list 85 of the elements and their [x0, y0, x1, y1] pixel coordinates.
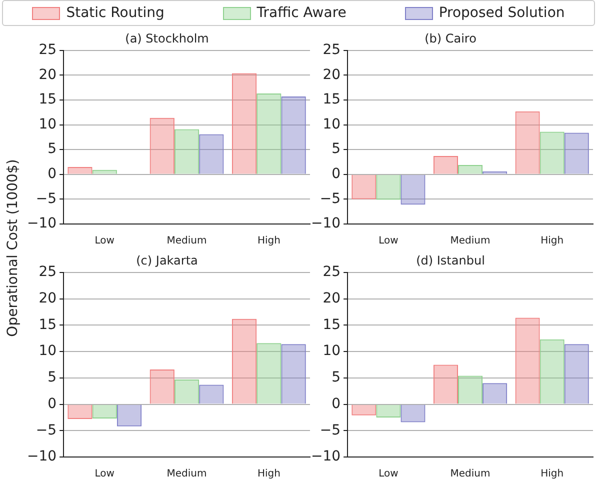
bar — [116, 404, 142, 426]
bar — [281, 96, 306, 174]
y-tick-label: 0 — [332, 396, 341, 412]
y-tick-label: 0 — [48, 166, 57, 182]
y-tick-label: 10 — [322, 116, 341, 132]
bar — [174, 129, 200, 174]
bar — [433, 364, 458, 404]
y-tick-label: 5 — [48, 370, 57, 386]
x-tick-label: Medium — [166, 236, 207, 247]
y-tick-label: 5 — [332, 370, 341, 386]
bar — [400, 174, 426, 205]
chart-title: (b) Cairo — [424, 31, 476, 46]
bar — [458, 376, 483, 404]
y-tick-label: −10 — [311, 216, 341, 232]
bar — [352, 174, 376, 200]
legend-label: Static Routing — [66, 5, 164, 21]
y-tick-label: 10 — [38, 343, 57, 360]
bar — [199, 134, 224, 174]
x-tick-label: High — [540, 236, 564, 247]
bar — [232, 318, 257, 404]
bar — [540, 132, 564, 174]
bar — [174, 379, 200, 404]
bar — [68, 404, 92, 420]
x-tick-label: Low — [94, 468, 114, 480]
y-tick-label: −10 — [27, 216, 57, 232]
legend-label: Proposed Solution — [438, 5, 565, 21]
y-tick-label: −5 — [36, 190, 57, 207]
bar — [540, 339, 564, 404]
x-tick-label: High — [257, 236, 280, 247]
bar — [515, 318, 540, 404]
bar — [232, 73, 257, 174]
bar — [199, 384, 224, 404]
bar — [352, 404, 376, 416]
y-tick-label: 20 — [38, 66, 57, 83]
bar — [515, 111, 540, 174]
bar — [482, 383, 508, 404]
y-tick-label: −5 — [320, 190, 341, 207]
x-tick-label: Medium — [450, 236, 490, 247]
y-tick-label: 5 — [48, 141, 57, 158]
chart-title: (c) Jakarta — [136, 253, 198, 268]
bar — [68, 166, 92, 174]
y-tick-label: −10 — [311, 448, 341, 465]
bar — [256, 343, 282, 404]
y-axis-title: Operational Cost (1000$) — [5, 158, 21, 339]
y-tick-label: 15 — [38, 92, 57, 108]
legend-label: Traffic Aware — [256, 5, 346, 21]
y-tick-label: 10 — [38, 116, 57, 132]
y-tick-label: 20 — [322, 66, 341, 83]
bar — [564, 132, 589, 174]
y-tick-label: 5 — [332, 141, 341, 158]
bar — [281, 344, 306, 404]
bar — [458, 164, 483, 174]
bar — [150, 118, 174, 174]
chart-title: (a) Stockholm — [125, 31, 209, 46]
bar — [433, 156, 458, 174]
y-tick-label: 25 — [38, 42, 57, 58]
bar — [400, 404, 426, 422]
y-tick-label: 20 — [322, 290, 341, 306]
x-tick-label: Low — [94, 236, 114, 247]
y-tick-label: 25 — [38, 264, 57, 280]
x-tick-label: High — [540, 468, 564, 480]
bar — [150, 369, 174, 404]
y-tick-label: 0 — [48, 396, 57, 412]
bar — [92, 404, 117, 418]
x-tick-label: Medium — [450, 468, 490, 480]
y-tick-label: 15 — [322, 316, 341, 333]
x-tick-label: Medium — [166, 468, 207, 480]
bar — [376, 174, 401, 200]
y-tick-label: 20 — [38, 290, 57, 306]
chart-title: (d) Istanbul — [416, 253, 485, 268]
bar — [256, 94, 282, 174]
x-tick-label: Low — [378, 236, 398, 247]
y-tick-label: 0 — [332, 166, 341, 182]
y-tick-label: −5 — [36, 422, 57, 438]
bar — [376, 404, 401, 418]
y-tick-label: 25 — [322, 264, 341, 280]
y-tick-label: 25 — [322, 42, 341, 58]
y-tick-label: 10 — [322, 343, 341, 360]
bar — [564, 344, 589, 404]
y-tick-label: 15 — [322, 92, 341, 108]
y-tick-label: −5 — [320, 422, 341, 438]
y-tick-label: −10 — [27, 448, 57, 465]
y-tick-label: 15 — [38, 316, 57, 333]
x-tick-label: Low — [378, 468, 398, 480]
x-tick-label: High — [257, 468, 280, 480]
